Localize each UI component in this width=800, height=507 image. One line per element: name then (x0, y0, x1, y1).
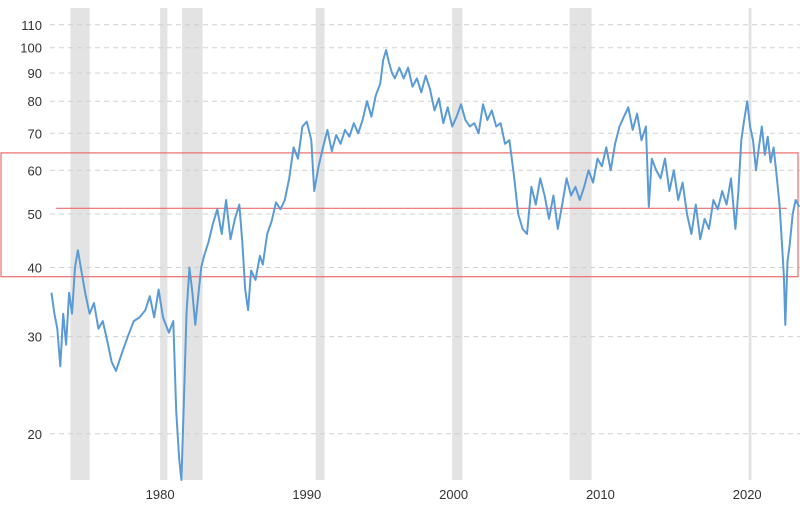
y-tick-label-50: 50 (28, 207, 42, 222)
y-tick-label-80: 80 (28, 94, 42, 109)
y-gridlines (50, 24, 800, 435)
annotation-range-box (0, 152, 799, 278)
y-tick-label-60: 60 (28, 163, 42, 178)
x-tick-label-1990: 1990 (292, 487, 321, 502)
y-tick-label-110: 110 (21, 18, 42, 33)
y-tick-label-30: 30 (28, 330, 42, 345)
recession-band-2 (160, 8, 168, 480)
recession-band-7 (748, 8, 752, 480)
y-tick-label-70: 70 (28, 126, 42, 141)
y-axis-tick-labels: 20 30 40 50 60 70 80 90 100 110 (20, 18, 42, 442)
y-tick-label-90: 90 (28, 66, 42, 81)
series-layer (50, 49, 800, 481)
x-tick-label-2020: 2020 (733, 487, 762, 502)
y-tick-label-40: 40 (28, 261, 42, 276)
recession-shading (70, 8, 752, 480)
recession-band-6 (569, 8, 592, 480)
series-line-1 (50, 49, 800, 481)
recession-band-1 (70, 8, 90, 480)
x-tick-label-2000: 2000 (439, 487, 468, 502)
y-tick-label-20: 20 (28, 427, 42, 442)
x-axis-tick-labels: 1980 1990 2000 2010 2020 (146, 487, 762, 502)
x-tick-label-2010: 2010 (586, 487, 615, 502)
recession-band-5 (452, 8, 463, 480)
y-tick-label-100: 100 (20, 41, 42, 56)
annotation-group (0, 152, 799, 278)
x-tick-label-1980: 1980 (146, 487, 175, 502)
recession-band-3 (182, 8, 203, 480)
recession-band-4 (315, 8, 325, 480)
